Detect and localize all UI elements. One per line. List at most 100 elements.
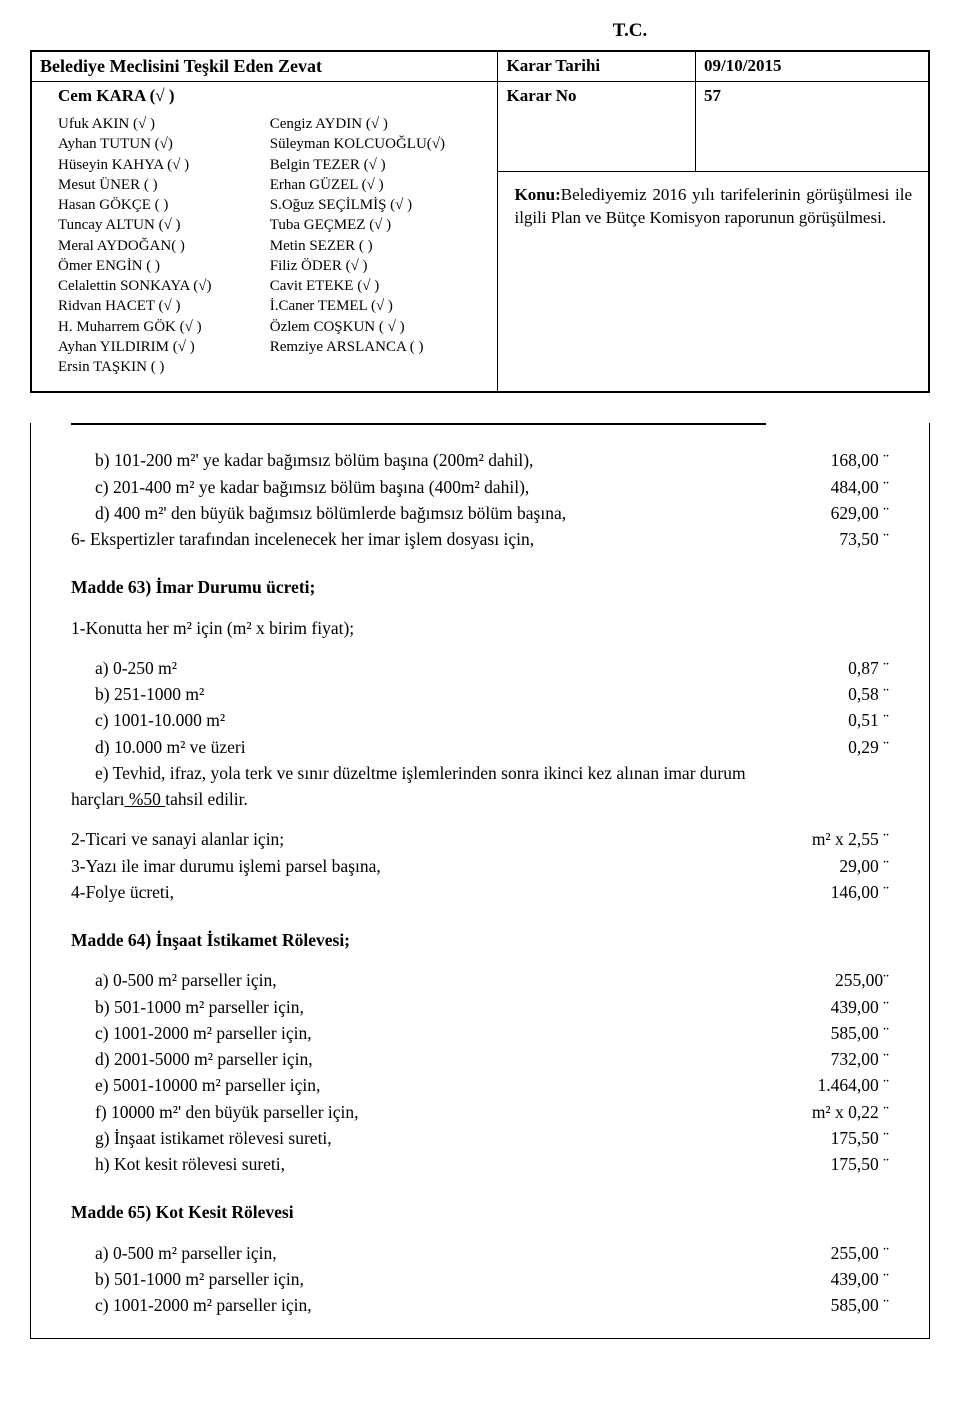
fee-row: f) 10000 m²' den büyük parseller için,m²… [71,1099,889,1125]
document-page: T.C. Belediye Meclisini Teşkil Eden Zeva… [0,0,960,1369]
fee-amount: m² x 2,55 ¨ [769,826,889,852]
member-left: Ayhan TUTUN (√) [58,134,270,154]
fee-row: d) 10.000 m² ve üzeri0,29 ¨ [71,734,889,760]
karar-no-value: 57 [704,86,721,105]
fee-row: 2-Ticari ve sanayi alanlar için;m² x 2,5… [71,826,889,852]
member-right: Filiz ÖDER (√ ) [270,256,482,276]
fee-label: e) 5001-10000 m² parseller için, [71,1072,769,1098]
fee-amount: 585,00 ¨ [769,1292,889,1318]
member-right: Tuba GEÇMEZ (√ ) [270,215,482,235]
member-left: Ömer ENGİN ( ) [58,256,270,276]
member-right: Erhan GÜZEL (√ ) [270,175,482,195]
fee-amount: 73,50 ¨ [769,526,889,552]
divider-line [71,423,766,425]
fee-amount: 439,00 ¨ [769,1266,889,1292]
members-row: Hasan GÖKÇE ( )S.Oğuz SEÇİLMİŞ (√ ) [58,195,481,215]
m63-e-prefix: e) Tevhid, ifraz, yola terk ve sınır düz… [95,763,746,783]
madde-65: Madde 65) Kot Kesit Rölevesi a) 0-500 m²… [71,1199,889,1318]
fee-label: 3-Yazı ile imar durumu işlemi parsel baş… [71,853,769,879]
members-row: Ufuk AKIN (√ )Cengiz AYDIN (√ ) [58,114,481,134]
member-left: Ersin TAŞKIN ( ) [58,357,270,377]
fee-amount: 732,00 ¨ [769,1046,889,1072]
fee-row: c) 201-400 m² ye kadar bağımsız bölüm ba… [71,474,889,500]
fee-label: c) 1001-2000 m² parseller için, [71,1020,769,1046]
fee-amount: 175,50 ¨ [769,1151,889,1177]
fee-label: b) 501-1000 m² parseller için, [71,994,769,1020]
m63-e2-under: %50 [124,789,165,809]
fee-label: b) 101-200 m²' ye kadar bağımsız bölüm b… [71,447,769,473]
fee-row: 4-Folye ücreti,146,00 ¨ [71,879,889,905]
fee-label: a) 0-500 m² parseller için, [71,967,769,993]
fee-amount: 0,87 ¨ [769,655,889,681]
fee-row: 6- Ekspertizler tarafından incelenecek h… [71,526,889,552]
m63-e-line2: harçları %50 tahsil edilir. [71,786,889,812]
member-left: Mesut ÜNER ( ) [58,175,270,195]
member-right [270,357,482,377]
members-row: H. Muharrem GÖK (√ )Özlem COŞKUN ( √ ) [58,317,481,337]
member-left: Ufuk AKIN (√ ) [58,114,270,134]
fee-label: c) 201-400 m² ye kadar bağımsız bölüm ba… [71,474,769,500]
member-right: Belgin TEZER (√ ) [270,155,482,175]
members-row: Meral AYDOĞAN( )Metin SEZER ( ) [58,236,481,256]
madde-63: Madde 63) İmar Durumu ücreti; 1-Konutta … [71,574,889,905]
karar-no-label: Karar No [506,86,576,105]
members-list: Ufuk AKIN (√ )Cengiz AYDIN (√ )Ayhan TUT… [40,106,489,387]
fee-row: b) 501-1000 m² parseller için,439,00 ¨ [71,1266,889,1292]
members-row: Ersin TAŞKIN ( ) [58,357,481,377]
fee-label: f) 10000 m²' den büyük parseller için, [71,1099,769,1125]
members-row: Ayhan YILDIRIM (√ )Remziye ARSLANCA ( ) [58,337,481,357]
member-left: Tuncay ALTUN (√ ) [58,215,270,235]
member-right: Özlem COŞKUN ( √ ) [270,317,482,337]
fee-amount: 255,00 ¨ [769,1240,889,1266]
header-table: Belediye Meclisini Teşkil Eden Zevat Kar… [30,50,930,393]
fee-label: c) 1001-10.000 m² [71,707,769,733]
fee-label: 2-Ticari ve sanayi alanlar için; [71,826,769,852]
fee-amount: 0,51 ¨ [769,707,889,733]
fee-row: e) 5001-10000 m² parseller için,1.464,00… [71,1072,889,1098]
members-row: Tuncay ALTUN (√ )Tuba GEÇMEZ (√ ) [58,215,481,235]
member-left: Hüseyin KAHYA (√ ) [58,155,270,175]
member-right: Cavit ETEKE (√ ) [270,276,482,296]
fee-amount: 0,58 ¨ [769,681,889,707]
madde-64-title: Madde 64) İnşaat İstikamet Rölevesi; [71,927,889,953]
fee-row: 3-Yazı ile imar durumu işlemi parsel baş… [71,853,889,879]
fee-amount: 439,00 ¨ [769,994,889,1020]
fee-amount: 585,00 ¨ [769,1020,889,1046]
madde-63-title: Madde 63) İmar Durumu ücreti; [71,574,889,600]
fee-row: b) 101-200 m²' ye kadar bağımsız bölüm b… [71,447,889,473]
fee-amount: 484,00 ¨ [769,474,889,500]
fee-amount: 168,00 ¨ [769,447,889,473]
member-left: Hasan GÖKÇE ( ) [58,195,270,215]
zevat-title: Belediye Meclisini Teşkil Eden Zevat [40,56,489,77]
member-right: İ.Caner TEMEL (√ ) [270,296,482,316]
fee-amount: 29,00 ¨ [769,853,889,879]
fee-label: d) 2001-5000 m² parseller için, [71,1046,769,1072]
fee-row: c) 1001-10.000 m²0,51 ¨ [71,707,889,733]
fee-amount: 175,50 ¨ [769,1125,889,1151]
fee-amount: 0,29 ¨ [769,734,889,760]
fee-label: d) 400 m²' den büyük bağımsız bölümlerde… [71,500,769,526]
m63-e2-suffix: tahsil edilir. [165,789,248,809]
fee-row: c) 1001-2000 m² parseller için,585,00 ¨ [71,1292,889,1318]
members-row: Celalettin SONKAYA (√)Cavit ETEKE (√ ) [58,276,481,296]
karar-tarihi-value: 09/10/2015 [704,56,781,75]
fee-label: g) İnşaat istikamet rölevesi sureti, [71,1125,769,1151]
members-row: Ayhan TUTUN (√)Süleyman KOLCUOĞLU(√) [58,134,481,154]
member-right: Süleyman KOLCUOĞLU(√) [270,134,482,154]
madde-63-intro: 1-Konutta her m² için (m² x birim fiyat)… [71,615,889,641]
member-right: Metin SEZER ( ) [270,236,482,256]
section-b: b) 101-200 m²' ye kadar bağımsız bölüm b… [71,447,889,552]
konu-label: Konu: [514,185,560,204]
fee-label: b) 251-1000 m² [71,681,769,707]
fee-label: 6- Ekspertizler tarafından incelenecek h… [71,526,769,552]
fee-amount: 255,00¨ [769,967,889,993]
m63-e2-prefix: harçları [71,789,124,809]
members-row: Mesut ÜNER ( )Erhan GÜZEL (√ ) [58,175,481,195]
fee-row: c) 1001-2000 m² parseller için,585,00 ¨ [71,1020,889,1046]
member-left: Ridvan HACET (√ ) [58,296,270,316]
fee-label: c) 1001-2000 m² parseller için, [71,1292,769,1318]
members-row: Ömer ENGİN ( )Filiz ÖDER (√ ) [58,256,481,276]
fee-amount: 146,00 ¨ [769,879,889,905]
members-row: Hüseyin KAHYA (√ )Belgin TEZER (√ ) [58,155,481,175]
madde-65-title: Madde 65) Kot Kesit Rölevesi [71,1199,889,1225]
